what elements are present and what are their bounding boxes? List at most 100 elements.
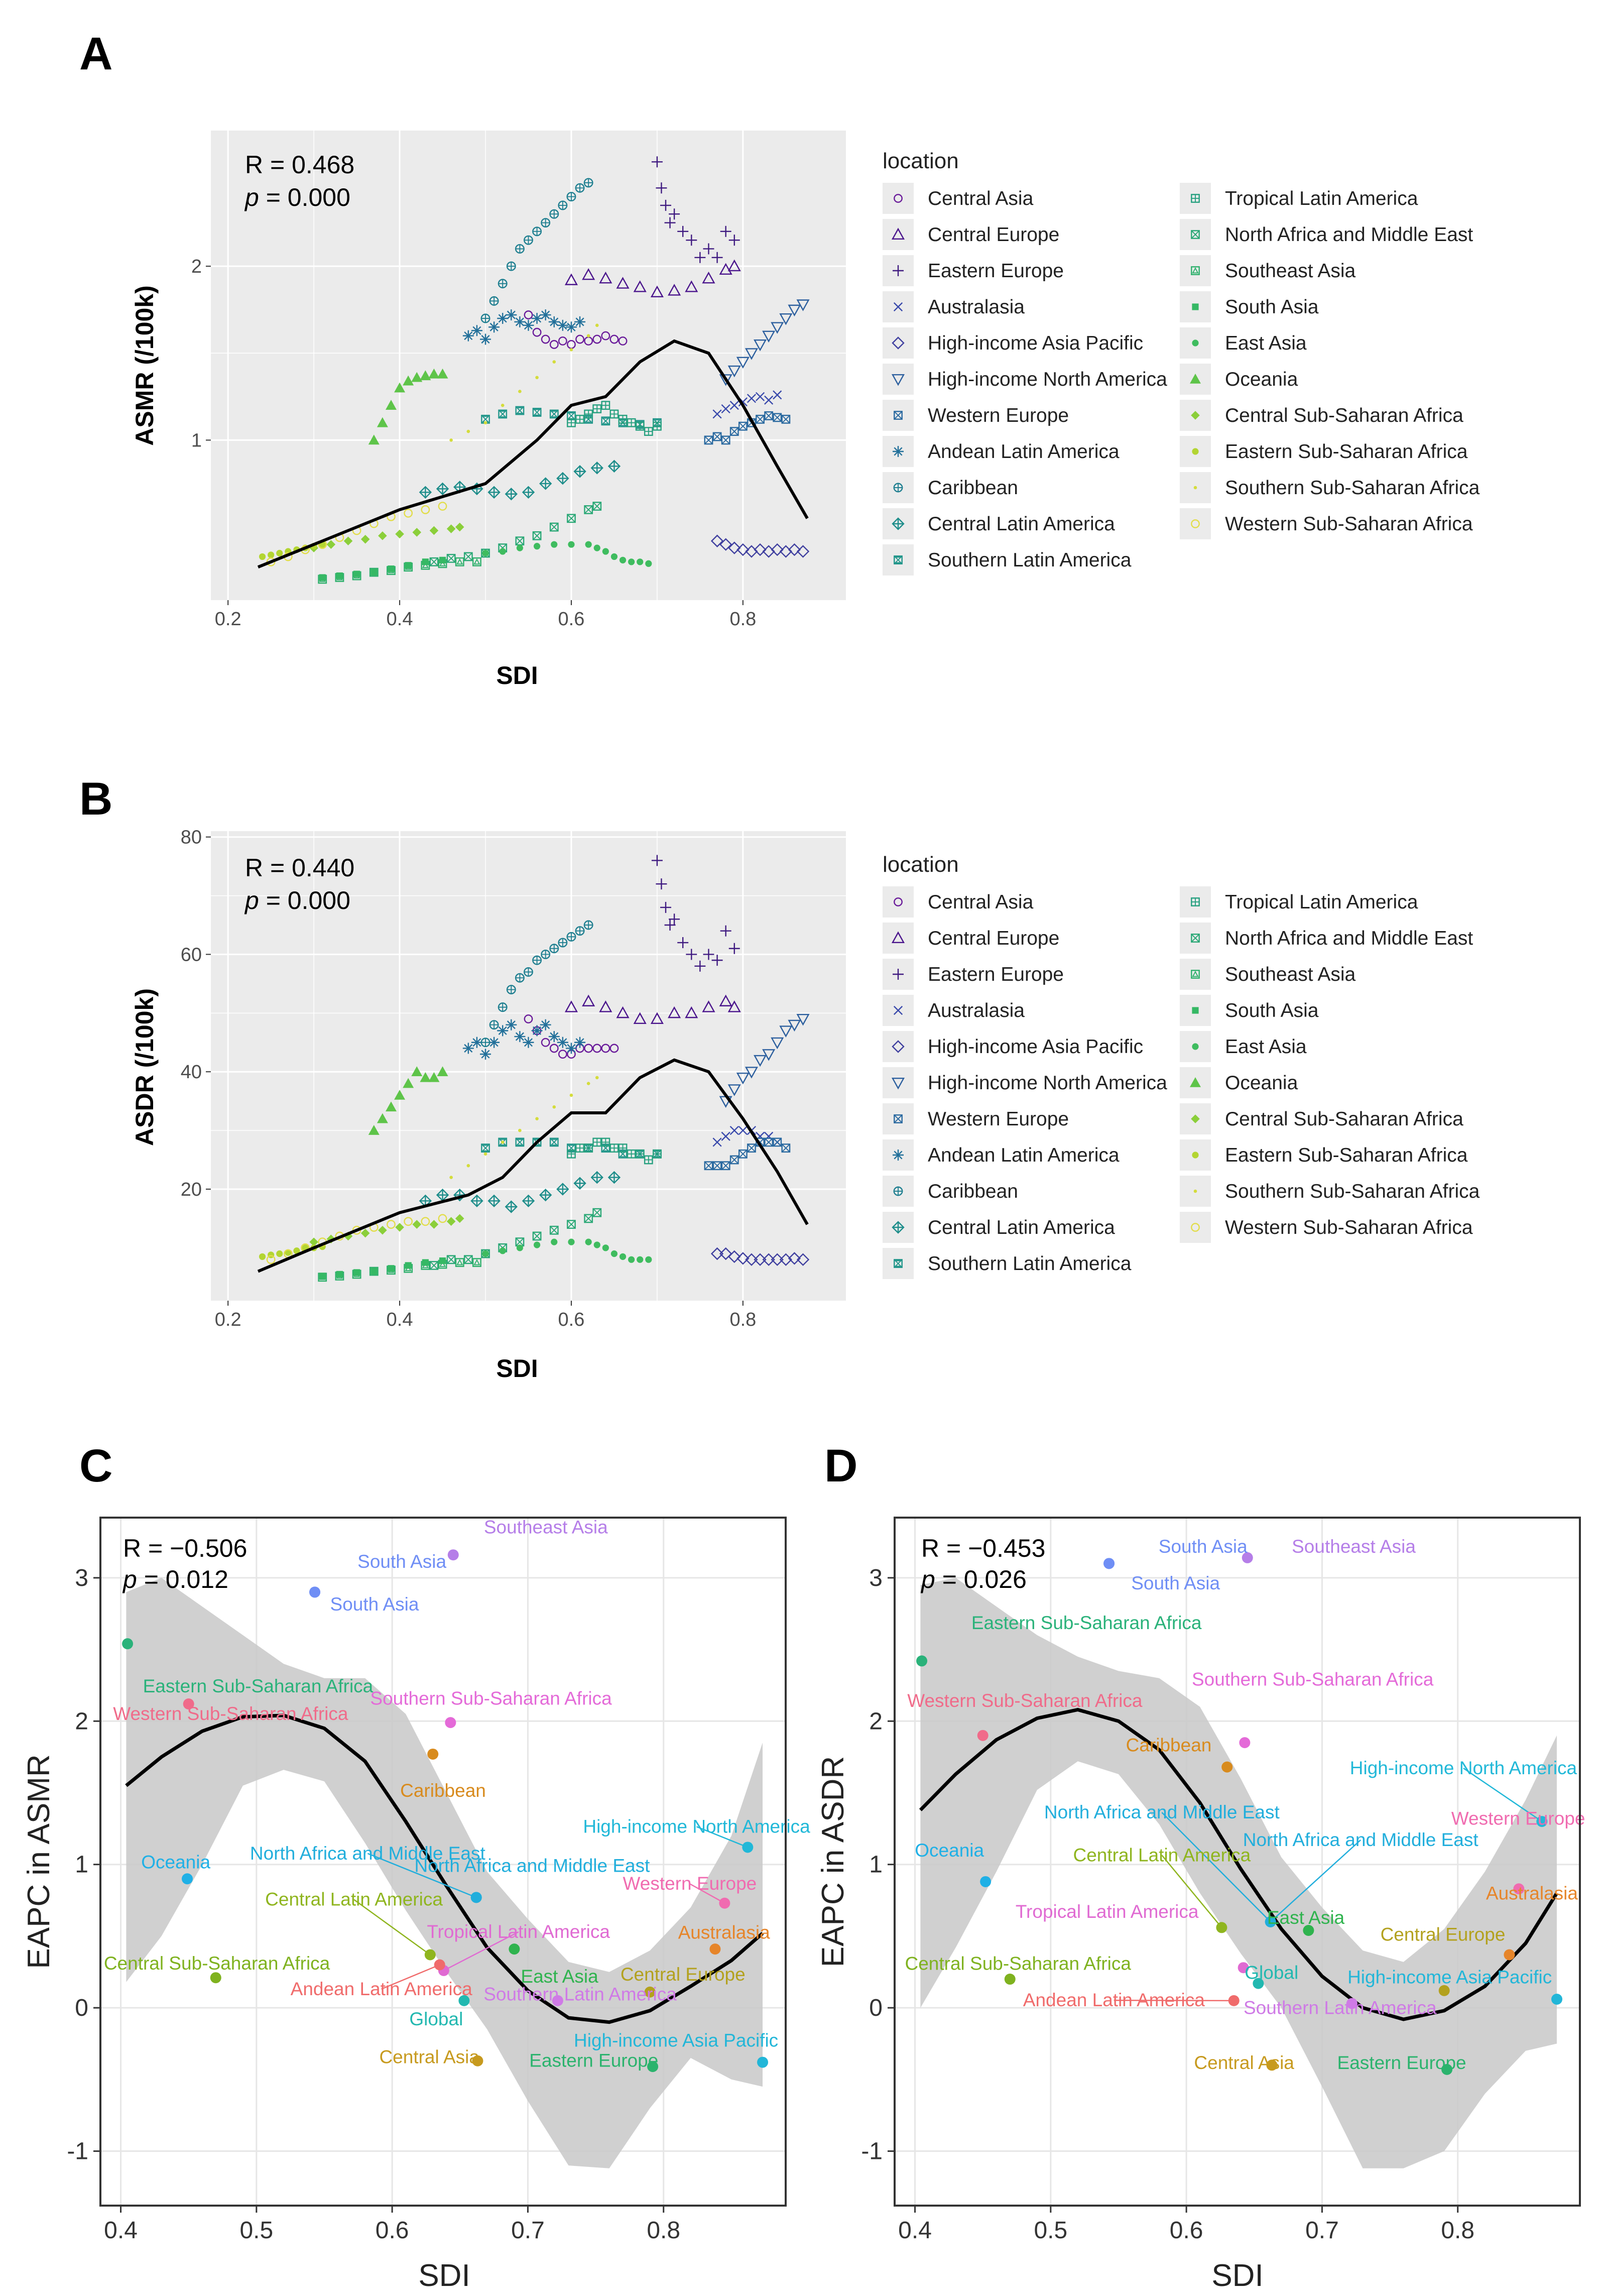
panel-b-legend-key [891, 1077, 905, 1090]
panel-d-label-connector [1463, 1767, 1543, 1822]
panel-a-legend-label: Southeast Asia [1225, 260, 1355, 282]
panel-a-x-tick-label: 0.8 [729, 609, 756, 630]
panel-b-legend-item-central-sub-saharan-africa: Central Sub-Saharan Africa [1180, 1103, 1463, 1134]
panel-a-legend-item-central-sub-saharan-africa: Central Sub-Saharan Africa [1180, 400, 1463, 431]
panel-d-label-australasia: Australasia [1486, 1883, 1578, 1903]
panel-d-label-north-africa-and-middle-east: North Africa and Middle East [1044, 1802, 1280, 1822]
panel-b-legend-key [1192, 1007, 1199, 1014]
panel-b-point [590, 1171, 603, 1184]
panel-b-point [394, 1089, 406, 1100]
panel-b-legend-key [1193, 1189, 1197, 1193]
panel-d-label-connector [1270, 1839, 1362, 1922]
panel-d-confidence-band [920, 1577, 1557, 2168]
panel-a-legend-label: Oceania [1225, 369, 1298, 390]
panel-b-legend-key [1190, 1077, 1201, 1087]
panel-a-point [764, 411, 774, 420]
panel-b-legend-item-caribbean: Caribbean [883, 1176, 1018, 1207]
panel-a-point [449, 438, 453, 442]
panel-c-letter: C [79, 1440, 112, 1491]
panel-c-label-connector [381, 1964, 440, 1990]
panel-b-legend-item-southern-sub-saharan-africa: Southern Sub-Saharan Africa [1180, 1176, 1480, 1207]
panel-b-point [592, 1137, 602, 1147]
panel-b-point [738, 1149, 748, 1159]
panel-b-point [515, 973, 525, 983]
panel-a-legend-label: South Asia [1225, 296, 1319, 318]
panel-a-point [754, 543, 767, 556]
panel-d-point-western-sub-saharan-africa [977, 1730, 989, 1741]
panel-a-x-title: SDI [496, 661, 538, 690]
panel-a-series-oceania [368, 368, 448, 445]
panel-b-legend-item-high-income-north-america: High-income North America [883, 1067, 1167, 1098]
panel-d-point-south-asia [1103, 1558, 1115, 1569]
panel-b-point [610, 1250, 618, 1257]
panel-a-legend-key [1193, 486, 1197, 490]
panel-b-series-southern-latin-america [481, 1137, 662, 1159]
panel-a-point [685, 280, 698, 292]
panel-a-point [463, 552, 473, 561]
panel-b-series-tropical-latin-america [567, 1137, 662, 1165]
panel-a-point [727, 365, 741, 378]
panel-b-series-southern-sub-saharan-africa [449, 1076, 599, 1179]
panel-b-point [582, 994, 595, 1006]
panel-b-legend-label: Western Sub-Saharan Africa [1225, 1217, 1473, 1238]
panel-a-point [462, 330, 474, 341]
panel-a-point [595, 323, 599, 327]
panel-c-point-australasia [709, 1943, 721, 1955]
panel-b-legend-key-bg [1180, 959, 1211, 990]
panel-a-point [756, 414, 765, 424]
panel-a-point [436, 482, 449, 496]
panel-b-point [524, 1014, 533, 1023]
panel-a-point [677, 225, 689, 237]
panel-b-point [487, 1194, 501, 1208]
panel-b-legend-key [892, 1040, 905, 1053]
panel-d-y-title: EAPC in ASDR [816, 1756, 850, 1967]
panel-b-point [664, 920, 676, 931]
panel-b-point [729, 1155, 739, 1165]
panel-d-label-high-income-asia-pacific: High-income Asia Pacific [1347, 1967, 1552, 1988]
panel-a-point [601, 416, 610, 426]
panel-d-point-central-asia [1266, 2059, 1278, 2071]
panel-d-point-east-asia [1303, 1925, 1314, 1936]
panel-b-point [463, 1255, 473, 1265]
panel-d-label-south-asia: South Asia [1131, 1573, 1220, 1593]
panel-a-point [710, 534, 724, 547]
panel-a-point [727, 259, 741, 272]
panel-d-point-caribbean [1221, 1761, 1233, 1773]
panel-a-legend-key [893, 483, 903, 493]
panel-d-label-north-africa-and-middle-east: North Africa and Middle East [1243, 1829, 1479, 1850]
panel-a-point [523, 319, 534, 331]
panel-a-legend-item-southern-latin-america: Southern Latin America [883, 544, 1132, 576]
panel-b-point [506, 1019, 517, 1030]
panel-a-point [781, 414, 791, 424]
panel-b-point [498, 1002, 508, 1012]
panel-b-plot-background [211, 831, 846, 1301]
panel-d-point-australasia [1504, 1949, 1515, 1961]
panel-b-series-central-europe [564, 994, 741, 1024]
panel-c-label-australasia: Australasia [678, 1922, 770, 1942]
panel-c-p-number: = 0.012 [137, 1565, 228, 1593]
panel-a-legend-item-high-income-asia-pacific: High-income Asia Pacific [883, 327, 1143, 359]
panel-a-point [773, 390, 782, 400]
panel-d-point-eastern-sub-saharan-africa [916, 1655, 928, 1667]
panel-a-point [719, 263, 732, 275]
panel-b-legend-label: Eastern Sub-Saharan Africa [1225, 1144, 1468, 1166]
panel-a-series-caribbean [480, 178, 593, 323]
panel-b-point [574, 1037, 586, 1048]
panel-b-legend-label: High-income North America [928, 1072, 1167, 1094]
panel-a-point [616, 277, 630, 289]
panel-c-point-caribbean [427, 1748, 439, 1760]
panel-a-point [336, 572, 343, 580]
panel-a-point [703, 243, 714, 255]
panel-a-point [549, 522, 559, 532]
panel-b-legend-key [894, 1259, 903, 1268]
panel-b-point [568, 1238, 575, 1245]
panel-a-legend-item-tropical-latin-america: Tropical Latin America [1180, 183, 1418, 214]
panel-b-point [669, 913, 680, 925]
panel-a-point [556, 472, 569, 485]
panel-c-point-southern-latin-america [552, 1995, 563, 2006]
panel-a-point [728, 235, 740, 246]
panel-c-point-eastern-europe [647, 2061, 659, 2073]
panel-b-point [446, 1217, 456, 1226]
panel-a-point [764, 395, 774, 405]
panel-b-point [506, 985, 516, 995]
